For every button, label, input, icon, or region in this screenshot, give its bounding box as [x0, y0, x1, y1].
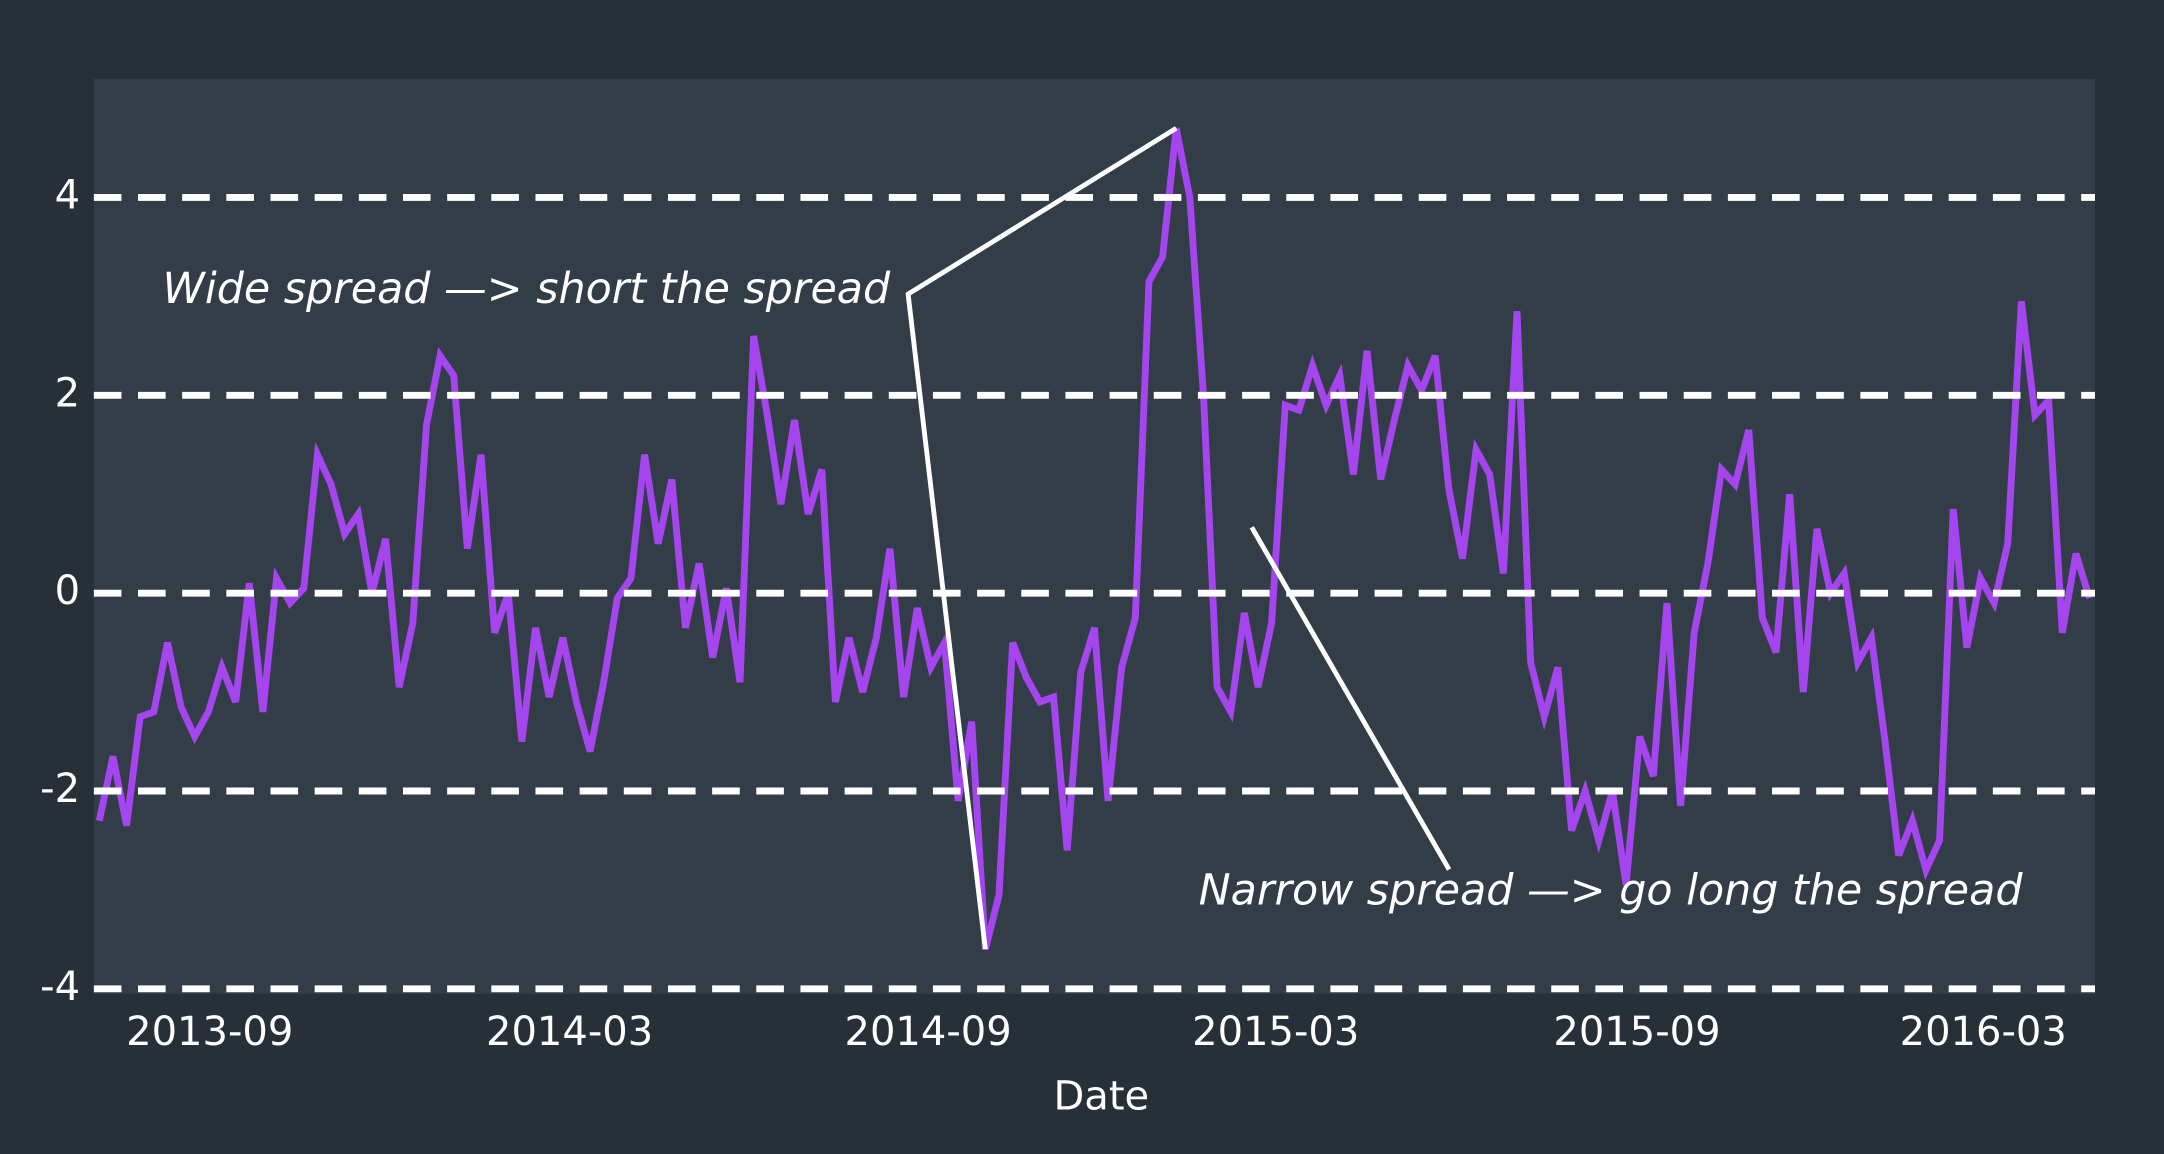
- x-axis-label: Date: [1053, 1074, 1149, 1120]
- annotation-arrow: [1249, 526, 1452, 871]
- x-tick-label: 2014-09: [845, 1009, 1012, 1055]
- x-tick-label: 2016-03: [1900, 1009, 2067, 1055]
- y-tick-label: 4: [55, 172, 80, 218]
- annotation: Wide spread —> short the spread: [163, 264, 891, 314]
- y-tick-label: -2: [40, 766, 80, 812]
- x-tick-label: 2015-09: [1553, 1009, 1720, 1055]
- data-line: [95, 127, 2093, 951]
- x-tick-label: 2014-03: [486, 1009, 653, 1055]
- x-tick-label: 2013-09: [126, 1009, 293, 1055]
- y-tick-label: 0: [55, 568, 80, 614]
- y-tick-label: -4: [40, 964, 80, 1010]
- x-tick-label: 2015-03: [1192, 1009, 1359, 1055]
- annotation: Narrow spread —> go long the spread: [1199, 866, 2024, 916]
- annotation-arrow: [905, 126, 1178, 950]
- plot-area: [93, 78, 2095, 994]
- y-tick-label: 2: [55, 370, 80, 416]
